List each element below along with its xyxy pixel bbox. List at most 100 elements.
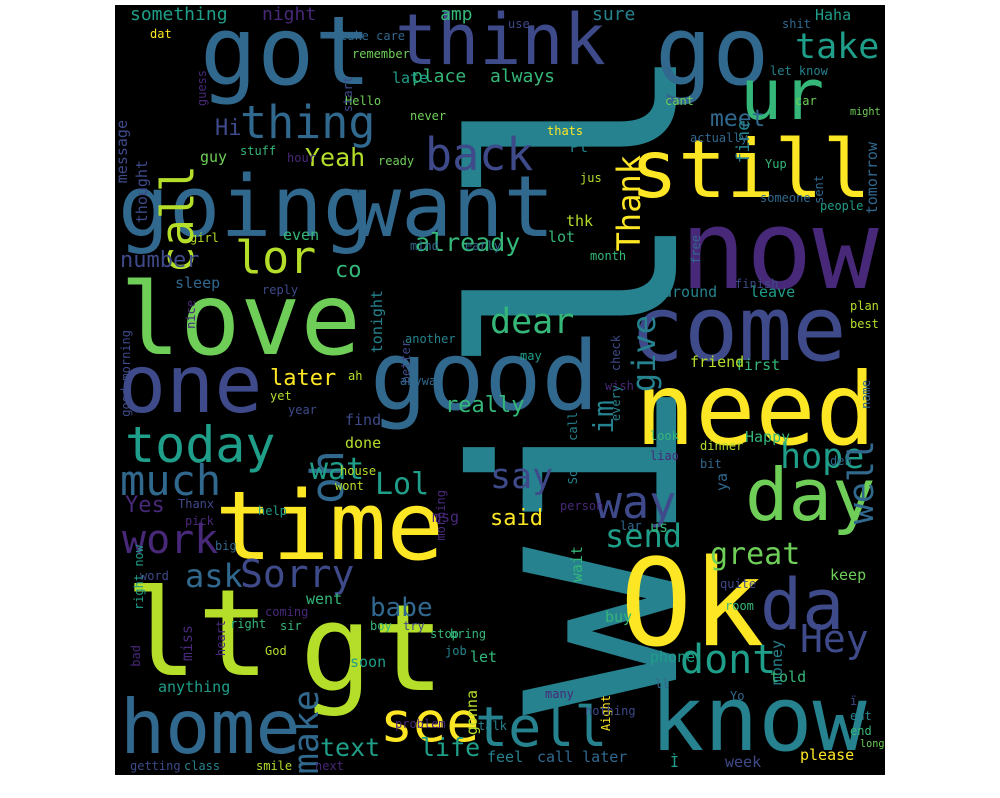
word-shit: shit — [782, 17, 811, 31]
word-finish: finish — [735, 277, 779, 291]
word-next: next — [315, 759, 344, 773]
word-girl: girl — [190, 231, 219, 245]
word-tonight: tonight — [368, 290, 386, 354]
word-yes: Yes — [125, 493, 165, 518]
word-love: love — [120, 261, 361, 378]
word-check: check — [609, 335, 623, 372]
word-may: may — [520, 349, 542, 363]
word-house: house — [340, 464, 377, 478]
word-jus: jus — [580, 171, 602, 185]
word-well: well — [842, 440, 882, 525]
word-stuff: stuff — [240, 144, 277, 158]
word-dont: dont — [680, 637, 777, 683]
word-something: something — [130, 5, 228, 25]
word-look: look — [650, 429, 679, 443]
word-dat: dat — [150, 27, 172, 41]
word-feel: feel — [487, 748, 524, 766]
word-msg: msg — [432, 508, 460, 526]
word-end: end — [850, 724, 872, 738]
word-liao: liao — [650, 449, 679, 463]
word-day: day — [745, 454, 876, 538]
word-think: think — [395, 5, 606, 81]
word-let-know: let know — [770, 64, 828, 78]
word-word: word — [140, 569, 169, 583]
word-long: long — [860, 739, 885, 750]
word-thk: thk — [566, 212, 594, 230]
word-going: going — [118, 158, 374, 257]
word-yo: Yo — [730, 689, 745, 703]
word-much: much — [120, 456, 222, 505]
word-please: please — [800, 746, 855, 764]
word-message: message — [115, 120, 131, 184]
word-really: really — [445, 393, 525, 418]
word-year: year — [288, 403, 317, 417]
word-start: start — [341, 76, 355, 113]
word-ah: ah — [348, 369, 363, 383]
word-reply: reply — [262, 283, 299, 297]
word-sorry: Sorry — [240, 552, 355, 596]
word-dear: dear — [490, 302, 575, 342]
word-guess: guess — [195, 70, 209, 107]
word-use: use — [508, 17, 530, 31]
word-already: already — [415, 228, 521, 257]
word-still: still — [630, 123, 871, 216]
word-phone: phone — [650, 648, 696, 666]
word-take-care: take care — [340, 29, 406, 43]
word-gt: gt — [300, 580, 445, 719]
word-back: back — [425, 128, 534, 181]
word-see: see — [380, 690, 480, 754]
word-cloud-canvas: will got think go ur still going want now love com… — [115, 5, 885, 775]
word-need: need — [635, 351, 876, 468]
word-eat: eat — [850, 709, 872, 723]
word-actually: actually — [690, 131, 748, 145]
word-nothing: nothing — [585, 704, 636, 718]
word-yet: yet — [270, 389, 292, 403]
word-getting: getting — [130, 759, 181, 773]
word-people: people — [820, 199, 864, 213]
word-number: number — [120, 248, 200, 273]
word-time: time — [215, 472, 444, 582]
word-plan: plan — [850, 299, 879, 313]
word-co: co — [335, 258, 362, 283]
word-got: got — [200, 5, 372, 107]
word-great: great — [710, 537, 801, 572]
word-haha: Haha — [815, 6, 852, 24]
word-sleep: sleep — [175, 274, 221, 292]
word-never: never — [410, 109, 447, 123]
word-tell: tell — [475, 695, 608, 759]
word-even: even — [283, 226, 320, 244]
word-guy: guy — [200, 148, 228, 166]
word-name: name — [859, 380, 873, 409]
word-lot: lot — [548, 228, 576, 246]
word-home: home — [120, 683, 301, 771]
word-ya: ya — [713, 473, 731, 492]
word-another: another — [405, 332, 456, 346]
word-yeah: Yeah — [305, 143, 366, 172]
word-person: person — [560, 499, 604, 513]
word-bring: bring — [450, 627, 487, 641]
word-den: den — [830, 454, 852, 468]
word-every: every — [609, 385, 623, 422]
word-let: let — [470, 648, 498, 666]
word-problem: problem — [395, 717, 446, 731]
word-leave: leave — [750, 283, 796, 301]
word-quite: quite — [720, 577, 757, 591]
word-car: car — [795, 94, 817, 108]
word-good: good — [370, 322, 599, 432]
word-right: right — [230, 617, 267, 631]
word-early: early — [465, 239, 502, 253]
word-lor: lor — [235, 231, 317, 284]
word-pl: Pl — [570, 138, 589, 156]
word-stop: stop — [430, 627, 459, 641]
word-friend: friend — [690, 353, 745, 371]
word--: Ì — [670, 753, 680, 771]
word-tomorrow: tomorrow — [863, 142, 881, 215]
word-smile: smile — [256, 759, 293, 773]
word-sent: sent — [812, 175, 826, 204]
word-life: life — [420, 733, 481, 762]
word-dinner: dinner — [700, 439, 744, 453]
word-later: later — [270, 366, 337, 391]
word-go: go — [655, 5, 770, 107]
word-text: text — [320, 733, 381, 762]
word-heart: heart — [214, 620, 228, 657]
